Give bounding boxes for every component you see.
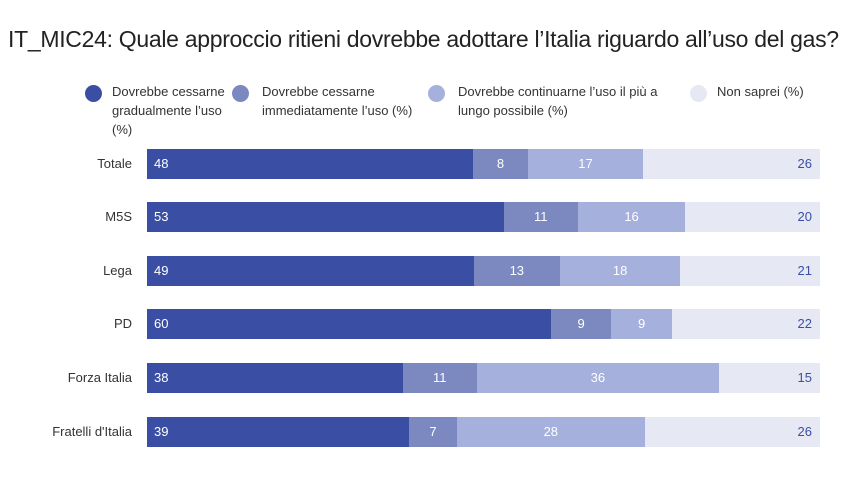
bar-segment (147, 417, 410, 447)
data-label: 17 (578, 156, 593, 171)
legend-label: Dovrebbe cessarne gradualmente l’uso (%) (112, 84, 225, 137)
legend-label: Dovrebbe cessarne immediatamente l’uso (… (262, 84, 413, 118)
bar-segment (577, 202, 686, 232)
data-label: 39 (154, 424, 169, 439)
bar-segment (147, 256, 474, 286)
bar-segment (680, 256, 820, 286)
category-label: PD (113, 316, 132, 331)
bar-segment (456, 417, 646, 447)
legend-marker (232, 85, 249, 102)
legend-marker (85, 85, 102, 102)
data-label: 11 (432, 370, 447, 385)
bar-segment (473, 256, 561, 286)
bar-segment (476, 363, 720, 393)
bar-segment (503, 202, 578, 232)
bar-segment (147, 202, 504, 232)
category-label: Fratelli d'Italia (52, 424, 132, 439)
bar-segment (550, 309, 612, 339)
data-label: 49 (154, 263, 169, 278)
data-label: 26 (797, 156, 812, 171)
category-label: M5S (105, 209, 132, 224)
data-label: 38 (154, 370, 169, 385)
bar-segment (645, 417, 820, 447)
legend-label: Dovrebbe continuarne l’uso il più a lung… (458, 84, 658, 118)
data-label: 18 (612, 263, 628, 278)
bar-segment (473, 149, 528, 179)
data-label: 28 (543, 424, 559, 439)
bar-segment (409, 417, 457, 447)
data-label: 21 (797, 263, 812, 278)
data-label: 20 (797, 209, 812, 224)
bar-segment (147, 149, 474, 179)
bar-segment (685, 202, 820, 232)
bar-segment (402, 363, 477, 393)
bar-segment (611, 309, 672, 339)
data-label: 60 (154, 316, 169, 331)
legend-marker (428, 85, 445, 102)
chart-title: IT_MIC24: Quale approccio ritieni dovreb… (8, 26, 839, 52)
bar-segment (527, 149, 644, 179)
data-label: 16 (624, 209, 639, 224)
data-label: 11 (533, 209, 548, 224)
bar-segment (643, 149, 820, 179)
data-label: 13 (509, 263, 525, 278)
bar-segment (147, 309, 551, 339)
data-label: 22 (797, 316, 812, 331)
data-label: 15 (797, 370, 812, 385)
data-label: 9 (638, 316, 646, 331)
bar-segment (560, 256, 681, 286)
data-label: 26 (797, 424, 812, 439)
data-label: 9 (577, 316, 585, 331)
category-label: Totale (97, 156, 132, 171)
data-label: 7 (429, 424, 437, 439)
legend-marker (690, 85, 707, 102)
data-label: 36 (590, 370, 606, 385)
category-label: Lega (103, 263, 132, 278)
category-label: Forza Italia (67, 370, 132, 385)
bar-segment (719, 363, 820, 393)
data-label: 48 (154, 156, 169, 171)
data-label: 53 (154, 209, 169, 224)
bar-segment (671, 309, 820, 339)
data-label: 8 (496, 156, 505, 171)
legend-label: Non saprei (%) (717, 84, 804, 99)
bar-segment (147, 363, 403, 393)
